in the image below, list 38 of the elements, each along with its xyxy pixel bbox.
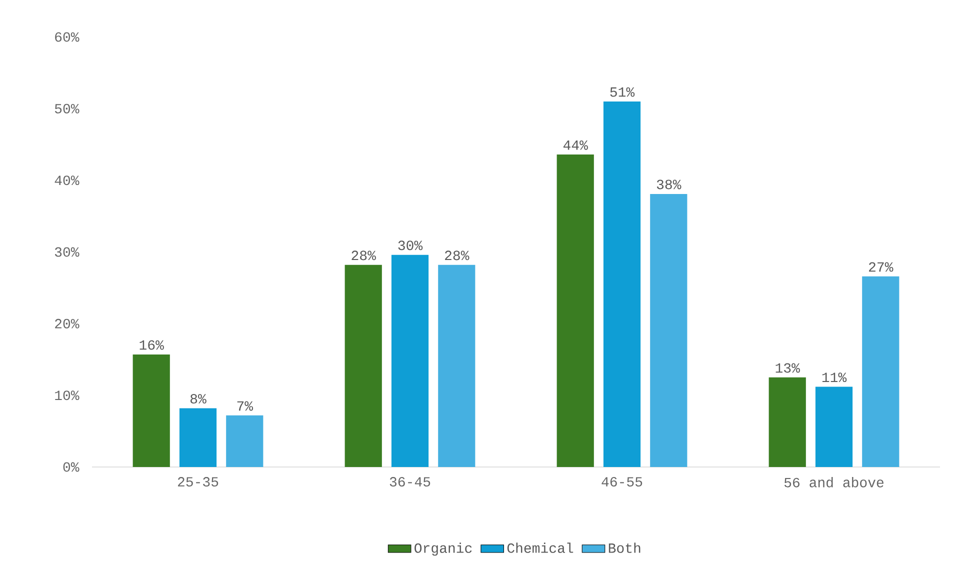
y-tick-label: 20% xyxy=(55,318,80,328)
bar xyxy=(556,154,594,468)
bar xyxy=(132,354,170,468)
legend-label: Chemical xyxy=(507,542,574,553)
data-label: 16% xyxy=(140,340,164,350)
data-label: 30% xyxy=(398,240,423,250)
data-label: 11% xyxy=(822,372,847,382)
x-tick-label: 25-35 xyxy=(178,477,218,487)
y-tick-label: 50% xyxy=(54,104,80,114)
y-tick-label: 40% xyxy=(54,176,80,186)
y-tick-label: 10% xyxy=(55,390,80,400)
bar xyxy=(815,386,853,468)
x-tick-label: 56 and above xyxy=(784,477,884,488)
data-label: 8% xyxy=(190,394,206,404)
legend-label: Organic xyxy=(414,542,472,556)
y-tick-label: 0% xyxy=(63,462,80,472)
y-tick-label: 30% xyxy=(54,247,80,257)
data-label: 27% xyxy=(869,262,894,272)
x-tick-label: 36-45 xyxy=(390,477,430,487)
bar xyxy=(862,276,900,468)
data-label: 38% xyxy=(656,180,682,190)
data-label: 51% xyxy=(610,87,635,97)
data-label: 28% xyxy=(352,250,376,260)
bar xyxy=(438,264,476,468)
bar xyxy=(603,102,641,468)
data-label: 13% xyxy=(776,363,800,373)
bar xyxy=(179,408,217,468)
data-label: 44% xyxy=(563,140,588,150)
legend-label: Both xyxy=(608,542,640,553)
bar xyxy=(650,194,688,468)
bar xyxy=(768,377,806,468)
x-tick-label: 46-55 xyxy=(602,477,642,487)
bar xyxy=(391,254,429,468)
data-label: 7% xyxy=(237,401,254,411)
bar xyxy=(226,415,264,468)
data-label: 28% xyxy=(445,250,470,260)
bar xyxy=(344,264,382,468)
y-tick-label: 60% xyxy=(55,32,80,42)
